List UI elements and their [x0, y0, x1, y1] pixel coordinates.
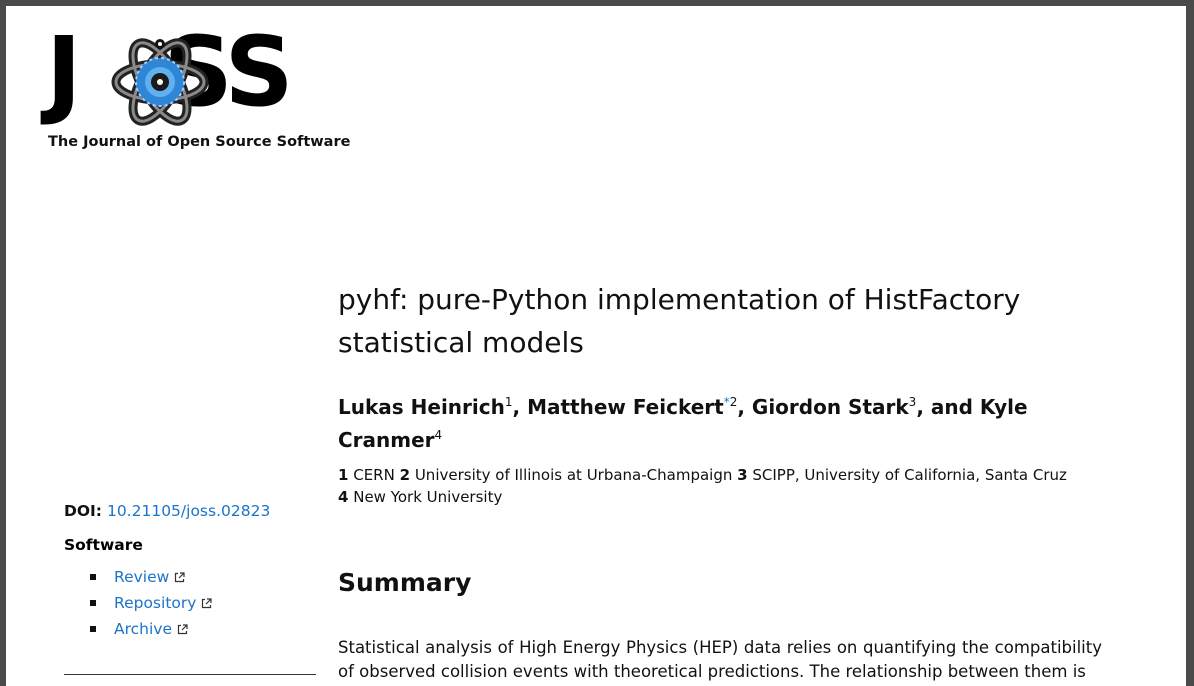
atom-emblem-icon	[111, 38, 209, 126]
affiliation-name: SCIPP, University of California, Santa C…	[752, 466, 1067, 484]
affiliation-marker: 4	[434, 428, 443, 442]
external-link-icon	[177, 624, 188, 635]
doi-label: DOI:	[64, 502, 103, 520]
list-item: Archive	[90, 616, 212, 642]
affiliation-name: CERN	[353, 466, 395, 484]
affiliation-number: 2	[399, 466, 411, 484]
author-separator: ,	[737, 395, 752, 419]
external-link-icon	[202, 598, 213, 609]
sidebar-divider	[64, 674, 316, 675]
logo-letter-j: J	[46, 16, 82, 128]
bullet-icon	[90, 626, 96, 632]
affiliation-marker: 1	[504, 395, 513, 409]
software-heading: Software	[64, 536, 143, 554]
review-link[interactable]: Review	[114, 568, 170, 586]
affiliation-number: 4	[338, 488, 349, 506]
logo-subtitle: The Journal of Open Source Software	[48, 134, 351, 150]
author-separator: , and	[916, 395, 980, 419]
corresponding-author-link[interactable]: *	[723, 395, 730, 409]
affiliation-marker: *2	[723, 395, 738, 409]
affiliation-number: 3	[737, 466, 748, 484]
archive-link[interactable]: Archive	[114, 620, 172, 638]
affiliation-marker: 3	[908, 395, 917, 409]
author-name: Matthew Feickert	[527, 395, 724, 419]
author-name: Giordon Stark	[751, 395, 909, 419]
repository-link[interactable]: Repository	[114, 594, 197, 612]
doi-link[interactable]: 10.21105/joss.02823	[106, 502, 271, 520]
list-item: Review	[90, 564, 212, 590]
list-item: Repository	[90, 590, 213, 616]
external-link-icon	[175, 572, 185, 583]
affiliation-name: University of Illinois at Urbana-Champai…	[414, 466, 733, 484]
affiliation-name: New York University	[353, 488, 503, 506]
author-name: Lukas Heinrich	[338, 395, 505, 419]
paper-title: pyhf: pure-Python implementation of Hist…	[338, 283, 1021, 359]
bullet-icon	[90, 574, 96, 580]
bullet-icon	[90, 600, 96, 606]
software-links: Review Repository Archive	[90, 564, 213, 642]
author-list: Lukas Heinrich1, Matthew Feickert*2, Gio…	[338, 388, 1058, 454]
affiliation-list: 1 CERN 2 University of Illinois at Urban…	[338, 464, 1118, 508]
summary-heading: Summary	[338, 568, 472, 597]
pdf-page: J SS The Journal of Open Source Software …	[6, 6, 1186, 686]
summary-paragraph: Statistical analysis of High Energy Phys…	[338, 638, 1102, 681]
joss-logo: J SS The Journal of Open Source Software	[46, 24, 356, 160]
affiliation-number: 1	[338, 466, 349, 484]
doi-line: DOI: 10.21105/joss.02823	[64, 502, 270, 520]
author-name: Kyle Cranmer	[338, 395, 1028, 452]
author-separator: ,	[512, 395, 528, 419]
